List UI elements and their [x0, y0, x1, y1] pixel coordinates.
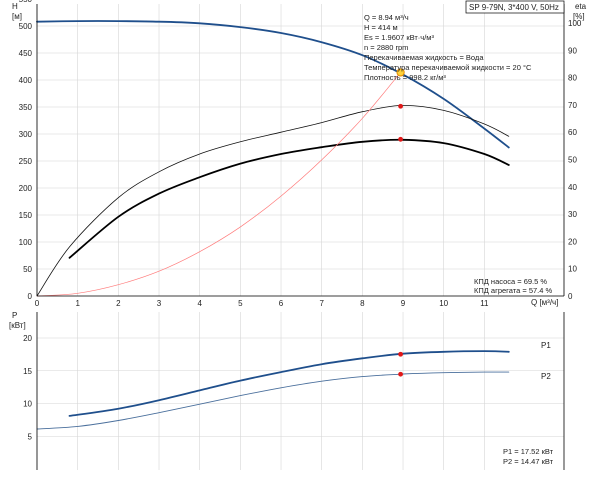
head-tick-label: 0: [28, 292, 33, 301]
power-notes: P1 = 17.52 кВт P2 = 14.47 кВт: [503, 447, 554, 466]
series-label-p2: P2: [541, 372, 551, 381]
flow-tick-label: 6: [279, 299, 284, 308]
info-line-energy: Es = 1.9607 кВт·ч/м³: [364, 33, 434, 42]
eta-tick-label: 90: [568, 46, 577, 55]
head-tick-label: 500: [19, 22, 33, 31]
eta-tick-label: 80: [568, 74, 577, 83]
p2-power-curve: [36, 371, 510, 430]
top-markers: [396, 68, 405, 142]
head-tick-label: 250: [19, 157, 33, 166]
eta-axis-ticks: 0 10 20 30 40 50 60 70 80 90 100: [568, 19, 582, 301]
chart-title: SP 9-79N, 3*400 V, 50Hz: [469, 3, 559, 12]
eta-tick-label: 0: [568, 292, 573, 301]
eta-tick-label: 30: [568, 210, 577, 219]
info-line-temperature: Температура перекачиваемой жидкости = 20…: [364, 63, 532, 72]
head-tick-label: 350: [19, 103, 33, 112]
p2-power-note: P2 = 14.47 кВт: [503, 457, 554, 466]
flow-tick-label: 9: [401, 299, 406, 308]
power-point-marker: [398, 371, 403, 377]
head-axis-unit: [м]: [12, 12, 22, 21]
bottom-series: [36, 350, 510, 430]
head-tick-label: 50: [23, 265, 32, 274]
power-axis-unit: [кВт]: [9, 321, 26, 330]
head-tick-label: 300: [19, 130, 33, 139]
head-tick-label: 100: [19, 238, 33, 247]
flow-tick-label: 7: [319, 299, 324, 308]
head-tick-label: 550: [19, 0, 33, 4]
eta-tick-label: 20: [568, 237, 577, 246]
head-tick-label: 400: [19, 76, 33, 85]
info-line-liquid: Перекачиваемая жидкость = Вода: [364, 53, 484, 62]
flow-tick-label: 1: [75, 299, 80, 308]
flow-tick-label: 11: [480, 299, 489, 308]
flow-tick-label: 5: [238, 299, 243, 308]
info-line-flow: Q = 8.94 м³/ч: [364, 13, 409, 22]
power-axis-ticks: 5 10 15 20: [23, 334, 32, 441]
head-axis-ticks: 0 50 100 150 200 250 300 350 400 450 500 550: [19, 0, 33, 301]
power-tick-label: 10: [23, 400, 32, 409]
flow-tick-label: 10: [439, 299, 448, 308]
head-axis-label: H: [12, 2, 18, 11]
duty-info-block: Q = 8.94 м³/ч H = 414 м Es = 1.9607 кВт·…: [364, 13, 532, 82]
top-series: [36, 20, 510, 297]
flow-tick-label: 2: [116, 299, 121, 308]
head-curve: [36, 20, 510, 149]
pump-efficiency-curve: [36, 104, 510, 297]
eta-axis-label: eta: [575, 2, 587, 11]
info-line-head: H = 414 м: [364, 23, 398, 32]
eta-tick-label: 60: [568, 128, 577, 137]
flow-axis-unit: Q [м³/ч]: [531, 298, 558, 307]
eta-axis-unit: [%]: [573, 12, 585, 21]
efficiency-point-marker: [398, 103, 403, 109]
head-tick-label: 200: [19, 184, 33, 193]
flow-tick-label: 0: [35, 299, 40, 308]
flow-tick-label: 8: [360, 299, 365, 308]
flow-axis-ticks: 0 1 2 3 4 5 6 7 8 9 10 11: [35, 299, 489, 308]
efficiency-point-marker: [398, 136, 403, 142]
pump-efficiency-note: КПД насоса = 69.5 %: [474, 277, 547, 286]
system-curve: [36, 72, 401, 297]
eta-tick-label: 50: [568, 156, 577, 165]
duty-point-marker: [396, 68, 405, 77]
info-line-speed: n = 2880 rpm: [364, 43, 408, 52]
head-tick-label: 450: [19, 49, 33, 58]
chart-title-box: [465, 0, 565, 14]
power-point-marker: [398, 351, 403, 357]
eta-tick-label: 70: [568, 101, 577, 110]
power-tick-label: 15: [23, 367, 32, 376]
flow-tick-label: 3: [157, 299, 162, 308]
eta-tick-label: 40: [568, 183, 577, 192]
head-efficiency-panel: 050100150200250300350400450500550 010203…: [12, 0, 587, 308]
eta-tick-label: 100: [568, 19, 582, 28]
bottom-grid: [36, 312, 564, 470]
series-label-p1: P1: [541, 341, 551, 350]
unit-efficiency-note: КПД агрегата = 57.4 %: [474, 286, 552, 295]
unit-efficiency-curve: [68, 138, 510, 259]
bottom-markers: [398, 351, 403, 377]
power-tick-label: 5: [28, 432, 33, 441]
p1-power-note: P1 = 17.52 кВт: [503, 447, 554, 456]
power-panel: 5 10 15 20 P [кВт] P1 P2 P1 = 17.52 кВт P2 …: [9, 311, 565, 470]
power-tick-label: 20: [23, 334, 32, 343]
power-axis-label: P: [12, 311, 17, 320]
efficiency-notes: КПД насоса = 69.5 % КПД агрегата = 57.4 …: [474, 277, 552, 295]
head-tick-label: 150: [19, 211, 33, 220]
flow-tick-label: 4: [197, 299, 202, 308]
top-grid: [36, 4, 564, 297]
eta-tick-label: 10: [568, 265, 577, 274]
p1-power-curve: [68, 350, 510, 417]
info-line-density: Плотность = 998.2 кг/м³: [364, 73, 446, 82]
